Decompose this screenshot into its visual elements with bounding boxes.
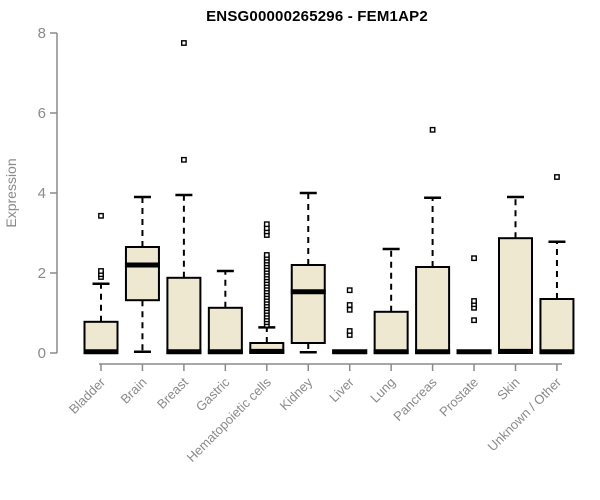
outlier-point <box>346 287 353 294</box>
box-group <box>498 195 533 354</box>
y-tick-label: 2 <box>38 265 46 282</box>
box-group <box>249 221 285 354</box>
y-tick-label: 6 <box>38 105 46 122</box>
iqr-box <box>166 276 202 354</box>
y-axis-title: Expression <box>3 158 19 227</box>
box-group <box>539 174 575 355</box>
x-tick-label: Unknown / Other <box>484 374 564 454</box>
x-tick-label: Gastric <box>193 374 233 414</box>
box-group <box>290 191 326 354</box>
outlier-point <box>429 126 436 133</box>
y-tick-label: 4 <box>38 185 46 202</box>
y-tick-label: 0 <box>38 345 46 362</box>
box-group <box>373 247 409 355</box>
outlier-point <box>98 268 104 274</box>
y-axis: 0 2 4 6 8 Expression <box>3 25 58 362</box>
outlier-point <box>180 156 187 163</box>
iqr-box <box>290 264 326 344</box>
iqr-box <box>124 246 160 302</box>
outlier-point <box>471 317 477 324</box>
outlier-point <box>180 40 187 46</box>
iqr-box <box>373 310 409 354</box>
outlier-point <box>263 221 270 228</box>
outlier-point <box>346 328 353 334</box>
x-tick-label: Pancreas <box>390 374 440 424</box>
x-tick-label: Kidney <box>277 374 316 413</box>
outlier-point <box>346 306 353 313</box>
x-tick-label: Brain <box>117 375 149 407</box>
x-tick-label: Prostate <box>436 375 481 420</box>
box-group <box>415 126 451 355</box>
iqr-box <box>498 237 533 354</box>
box-group <box>456 255 492 355</box>
iqr-box <box>539 298 575 354</box>
x-tick-label: Breast <box>154 374 191 411</box>
box-group <box>166 40 202 355</box>
box-group <box>332 287 368 355</box>
x-tick-label: Skin <box>494 375 522 403</box>
outlier-point <box>471 255 477 262</box>
chart-title: ENSG00000265296 - FEM1AP2 <box>206 8 428 25</box>
x-tick-label: Bladder <box>66 374 109 417</box>
outlier-point <box>471 298 477 304</box>
y-tick-label: 8 <box>38 25 46 42</box>
outlier-point <box>346 302 353 308</box>
iqr-box <box>83 320 119 354</box>
box-group <box>207 269 243 355</box>
box-group <box>83 212 119 355</box>
iqr-box <box>415 266 451 354</box>
x-tick-label: Liver <box>326 374 357 405</box>
iqr-box <box>207 306 243 354</box>
box-group <box>124 195 160 354</box>
outlier-point <box>554 174 560 180</box>
x-tick-label: Lung <box>367 375 398 406</box>
outlier-point <box>98 212 104 219</box>
outlier-point <box>263 252 270 258</box>
